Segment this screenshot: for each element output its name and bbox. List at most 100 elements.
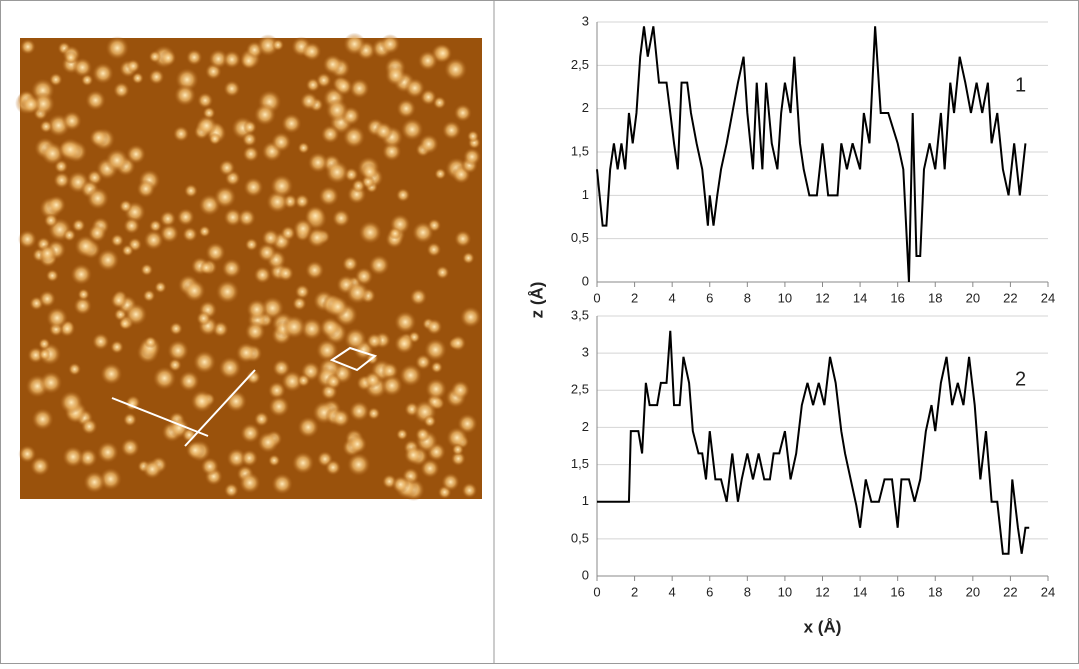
x-tick-label: 24 (1041, 290, 1055, 305)
blob (218, 159, 236, 177)
blob (354, 267, 374, 286)
blob (325, 373, 342, 390)
x-tick-label: 14 (853, 584, 867, 599)
blob (113, 81, 130, 99)
blob (124, 302, 148, 326)
x-tick-label: 14 (853, 290, 867, 305)
blob (253, 411, 270, 427)
blob (400, 117, 424, 141)
blob (404, 77, 426, 99)
blob (39, 119, 53, 134)
blob (256, 34, 280, 57)
y-tick-label: 1 (582, 187, 589, 202)
y-tick-label: 2,5 (571, 57, 589, 72)
blob (38, 337, 51, 351)
blob (96, 248, 120, 272)
x-axis-label: x (Å) (804, 617, 842, 636)
blob (46, 306, 69, 329)
y-tick-label: 0 (582, 273, 589, 288)
blob (435, 265, 450, 280)
blob (267, 381, 286, 400)
y-axis-label: z (Å) (527, 282, 546, 319)
blob (327, 295, 349, 318)
blob (53, 171, 71, 189)
blob (167, 339, 190, 362)
x-tick-label: 18 (928, 290, 942, 305)
blob (294, 193, 310, 209)
blob (385, 64, 407, 86)
x-tick-label: 16 (890, 290, 904, 305)
blob (454, 230, 472, 248)
blob (148, 50, 162, 64)
blob (173, 84, 197, 107)
blob (361, 163, 379, 181)
y-tick-label: 0,5 (571, 230, 589, 245)
blob (154, 281, 167, 294)
blob (318, 185, 340, 207)
blob (168, 358, 182, 372)
blob (142, 289, 156, 303)
x-tick-label: 2 (631, 290, 638, 305)
blob (123, 217, 141, 235)
blob (297, 141, 310, 154)
blob (425, 318, 443, 336)
blob (110, 292, 128, 309)
blob (176, 208, 195, 226)
blob (81, 418, 98, 435)
blob (105, 36, 130, 60)
blob (241, 131, 258, 147)
blob (92, 62, 114, 85)
blob (257, 431, 279, 454)
blob (143, 229, 164, 251)
blob (257, 242, 277, 263)
blob (307, 152, 329, 174)
blob (199, 260, 214, 275)
blob (271, 131, 292, 153)
blob (271, 473, 293, 495)
blob (123, 412, 137, 427)
blob (453, 103, 472, 122)
blob (159, 210, 177, 227)
x-tick-label: 4 (669, 584, 676, 599)
blob (235, 342, 257, 364)
blob (450, 451, 466, 467)
profile-line (597, 330, 1030, 555)
blob (420, 88, 437, 106)
blob (449, 335, 467, 352)
blob (240, 423, 261, 444)
blob (49, 72, 63, 87)
blob (205, 242, 226, 263)
blob (424, 338, 448, 362)
blob (319, 316, 341, 339)
blob (68, 362, 82, 376)
blob (172, 125, 190, 142)
x-tick-label: 24 (1041, 584, 1055, 599)
blob (253, 266, 272, 284)
blob (198, 225, 211, 238)
blob (45, 269, 59, 283)
blob (61, 110, 82, 131)
blob (190, 389, 214, 413)
y-tick-label: 0,5 (571, 530, 589, 545)
blob (218, 356, 242, 380)
blob (368, 254, 390, 276)
blob (240, 52, 258, 70)
blob (92, 332, 110, 351)
stm-overlay (111, 346, 378, 447)
blob (345, 280, 370, 305)
blob (152, 366, 177, 391)
blob (411, 221, 434, 244)
blob (242, 145, 260, 163)
blob (380, 374, 403, 397)
x-tick-label: 4 (669, 290, 676, 305)
blob (38, 290, 56, 308)
blob (426, 242, 442, 257)
blob (86, 187, 110, 210)
blob (223, 482, 239, 498)
blob (271, 38, 285, 52)
x-tick-label: 0 (593, 290, 600, 305)
blob (394, 310, 417, 334)
blob (239, 471, 261, 494)
blob (182, 226, 198, 243)
blob (268, 395, 290, 418)
